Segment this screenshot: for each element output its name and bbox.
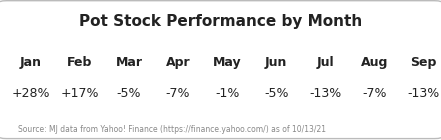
Text: -7%: -7% [166,87,191,100]
Text: Jun: Jun [265,56,288,69]
Text: Feb: Feb [67,56,93,69]
Text: -1%: -1% [215,87,239,100]
Text: +17%: +17% [61,87,99,100]
Text: -13%: -13% [407,87,440,100]
Text: -5%: -5% [117,87,141,100]
Text: Sep: Sep [410,56,437,69]
Text: Source: MJ data from Yahoo! Finance (https://finance.yahoo.com/) as of 10/13/21: Source: MJ data from Yahoo! Finance (htt… [18,125,325,134]
Text: -13%: -13% [309,87,341,100]
Text: -7%: -7% [362,87,387,100]
Text: Aug: Aug [361,56,388,69]
Text: May: May [213,56,241,69]
Text: Mar: Mar [116,56,142,69]
Text: Jan: Jan [20,56,42,69]
Text: Pot Stock Performance by Month: Pot Stock Performance by Month [79,14,362,29]
Text: Apr: Apr [166,56,191,69]
Text: +28%: +28% [11,87,50,100]
Text: -5%: -5% [264,87,288,100]
Text: Jul: Jul [317,56,334,69]
